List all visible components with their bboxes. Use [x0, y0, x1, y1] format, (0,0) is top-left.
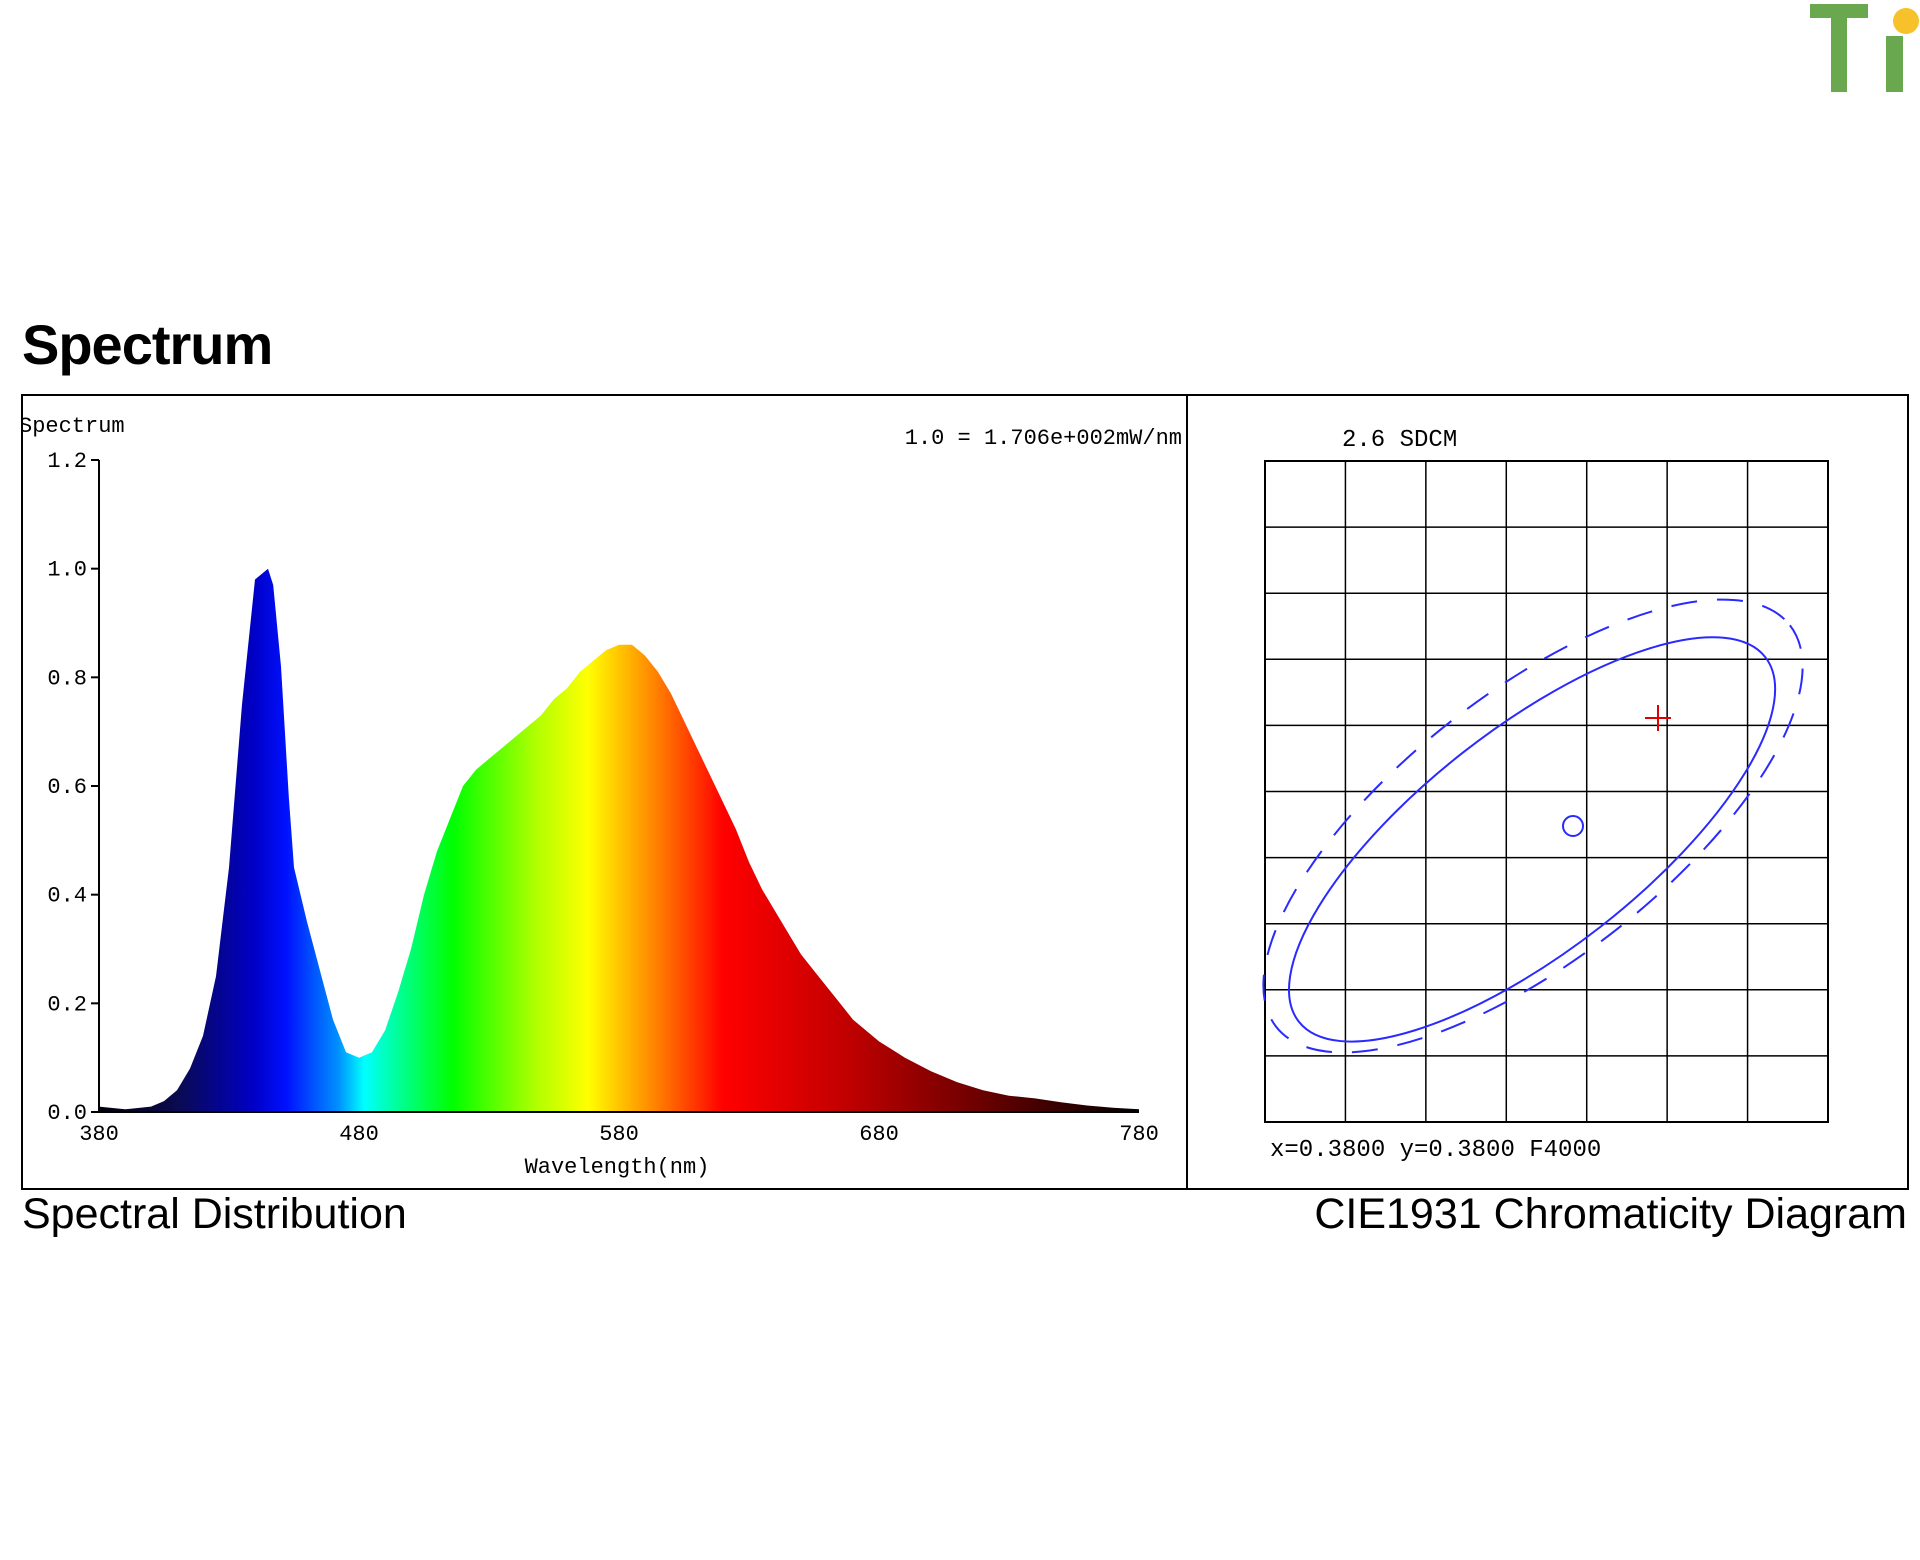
sdcm-label: 2.6 SDCM	[1342, 427, 1457, 454]
y-tick-label: 1.0	[47, 558, 87, 583]
y-tick-label: 0.2	[47, 992, 87, 1017]
x-tick-label: 480	[339, 1122, 379, 1147]
x-axis-label: Wavelength(nm)	[525, 1155, 710, 1180]
caption-cie-diagram: CIE1931 Chromaticity Diagram	[1314, 1190, 1907, 1238]
scale-note: 1.0 = 1.706e+002mW/nm	[905, 426, 1182, 451]
cie-grid	[1265, 461, 1828, 1122]
sdcm-ellipse-inner	[1288, 636, 1777, 1043]
chromaticity-readout: x=0.3800 y=0.3800 F4000	[1270, 1137, 1601, 1164]
cie-chart: 2.6 SDCM x=0.3800 y=0.3800 F4000	[1262, 427, 1829, 1164]
x-tick-label: 380	[79, 1122, 119, 1147]
x-tick-label: 780	[1119, 1122, 1159, 1147]
spectrum-title: Spectrum	[23, 414, 125, 439]
y-tick-label: 0.0	[47, 1101, 87, 1126]
sdcm-ellipse-outer	[1262, 598, 1804, 1054]
spectrum-chart: 0.0 0.2 0.4 0.6 0.8 1.0 1.2 380 480 580 680 780 Sp…	[23, 414, 1182, 1180]
x-tick-label: 680	[859, 1122, 899, 1147]
section-title: Spectrum	[22, 313, 273, 376]
target-point-marker	[1562, 815, 1584, 837]
charts-divider	[1186, 394, 1188, 1190]
logo-i-stem	[1886, 36, 1903, 92]
brand-logo	[1810, 4, 1919, 92]
logo-t-stem	[1831, 4, 1847, 92]
y-tick-label: 0.6	[47, 775, 87, 800]
logo-i-dot	[1893, 8, 1919, 34]
y-tick-label: 0.4	[47, 884, 87, 909]
y-tick-label: 0.8	[47, 666, 87, 691]
y-tick-label: 1.2	[47, 449, 87, 474]
x-tick-label: 580	[599, 1122, 639, 1147]
spectrum-area	[99, 568, 1139, 1112]
charts-frame	[21, 394, 1909, 1190]
caption-spectral-distribution: Spectral Distribution	[22, 1190, 407, 1238]
measured-point-marker	[1645, 705, 1671, 731]
cie-plot-border	[1264, 460, 1829, 1123]
